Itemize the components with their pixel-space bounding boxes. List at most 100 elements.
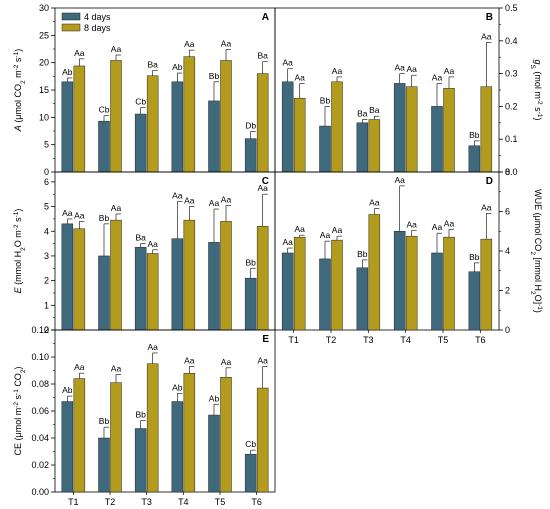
significance-label: Ba: [357, 109, 368, 119]
panel-letter: E: [262, 334, 269, 345]
panel-letter: C: [262, 176, 269, 187]
y-tick-label: 20: [39, 58, 49, 68]
bar-e-t6-4d: [244, 453, 257, 493]
bar-b-t1-8d: [293, 97, 306, 173]
bar-e-t6-8d: [256, 387, 269, 493]
significance-label: Bb: [135, 409, 146, 419]
bar-b-t3-4d: [356, 122, 369, 173]
y-tick-label: 0.2: [505, 101, 518, 111]
legend-label: 8 days: [84, 23, 111, 33]
y-tick-label: 0.06: [31, 406, 49, 416]
bar-a-t6-4d: [244, 138, 257, 173]
significance-label: Aa: [209, 198, 220, 208]
significance-label: Aa: [320, 230, 331, 240]
significance-label: Ba: [257, 51, 268, 61]
legend-swatch: [61, 12, 81, 21]
y-tick-label: 8: [505, 167, 510, 177]
significance-label: Aa: [111, 44, 122, 54]
significance-label: Aa: [147, 239, 158, 249]
y-tick-label: 6: [505, 207, 510, 217]
y-tick-label: 30: [39, 3, 49, 13]
panel-frame: [274, 7, 500, 173]
significance-label: Bb: [469, 130, 480, 140]
significance-label: Aa: [74, 48, 85, 58]
significance-label: Bb: [99, 213, 110, 223]
y-axis-label: A (μmol CO2 m-2 s-1): [13, 49, 27, 132]
significance-label: Aa: [394, 175, 405, 185]
significance-label: Aa: [294, 224, 305, 234]
legend-swatch: [61, 23, 81, 32]
x-tick-label: T5: [438, 335, 449, 345]
bar-c-t4-4d: [171, 238, 184, 331]
significance-label: Aa: [74, 362, 85, 372]
bar-a-t2-4d: [98, 120, 110, 173]
y-tick-label: 10: [39, 112, 49, 122]
bar-e-t1-8d: [73, 378, 86, 493]
panel-e: 0.00 0.02 0.04 0.06 0.08 0.10 0.12 CE (μmol m-2…: [13, 325, 276, 507]
bar-c-t1-4d: [61, 223, 74, 331]
x-tick-label: T1: [68, 497, 79, 507]
y-tick-label: 0.02: [31, 460, 49, 470]
significance-label: Ab: [172, 62, 183, 72]
bar-d-t2-4d: [319, 258, 331, 331]
bar-d-t5-8d: [443, 236, 455, 331]
significance-label: Ba: [147, 59, 158, 69]
significance-label: Bb: [320, 95, 331, 105]
bar-e-t5-8d: [220, 377, 232, 493]
y-axis-label: E (mmol H2O m-2 s-1): [13, 209, 27, 294]
bar-c-t3-4d: [134, 247, 147, 331]
bar-c-t4-8d: [183, 219, 196, 331]
significance-label: Aa: [406, 64, 417, 74]
y-tick-label: 0: [505, 325, 510, 335]
significance-label: Bb: [209, 71, 220, 81]
y-tick-label: 5: [44, 202, 49, 212]
significance-label: Aa: [406, 219, 417, 229]
x-tick-label: T1: [288, 335, 299, 345]
significance-label: Cb: [245, 439, 256, 449]
significance-label: Aa: [444, 218, 455, 228]
significance-label: Ba: [369, 105, 380, 115]
significance-label: Ab: [62, 385, 73, 395]
significance-label: Bb: [469, 252, 480, 262]
y-tick-label: 0.08: [31, 379, 49, 389]
bar-c-t3-8d: [146, 253, 159, 331]
significance-label: Bb: [357, 249, 368, 259]
bar-e-t4-4d: [171, 401, 184, 493]
panel-frame: [54, 329, 276, 493]
y-tick-label: 0.5: [505, 3, 518, 13]
y-tick-label: 0.12: [31, 325, 49, 335]
bar-a-t6-8d: [256, 73, 269, 173]
significance-label: Aa: [221, 39, 232, 49]
y-tick-label: 2: [505, 286, 510, 296]
bar-e-t1-4d: [61, 401, 74, 493]
bar-a-t1-8d: [73, 65, 86, 173]
bar-a-t1-4d: [61, 81, 74, 173]
legend-label: 4 days: [84, 12, 111, 22]
x-tick-label: T4: [400, 335, 411, 345]
significance-label: Aa: [444, 66, 455, 76]
y-tick-label: 6: [44, 177, 49, 187]
significance-label: Aa: [282, 58, 293, 68]
x-tick-label: T2: [105, 497, 116, 507]
panel-letter: D: [486, 176, 493, 187]
y-axis-label: CE (μmol m-2 s-1 CO2): [13, 367, 27, 456]
significance-label: Aa: [184, 39, 195, 49]
significance-label: Cb: [99, 105, 110, 115]
significance-label: Aa: [111, 203, 122, 213]
bar-d-t3-4d: [356, 267, 369, 331]
y-tick-label: 0.04: [31, 433, 49, 443]
y-tick-label: 0.10: [31, 352, 49, 362]
bar-b-t1-4d: [281, 81, 294, 173]
y-tick-label: 0.0: [505, 167, 518, 177]
x-tick-label: T6: [251, 497, 262, 507]
y-tick-label: 0.1: [505, 134, 518, 144]
bar-b-t4-8d: [405, 86, 418, 173]
bar-d-t1-4d: [281, 252, 294, 331]
bar-b-t6-4d: [468, 145, 481, 173]
bar-c-t2-8d: [110, 219, 122, 331]
significance-label: Bb: [99, 416, 110, 426]
significance-label: Aa: [432, 72, 443, 82]
bar-e-t5-4d: [208, 414, 220, 493]
significance-label: Aa: [481, 202, 492, 212]
